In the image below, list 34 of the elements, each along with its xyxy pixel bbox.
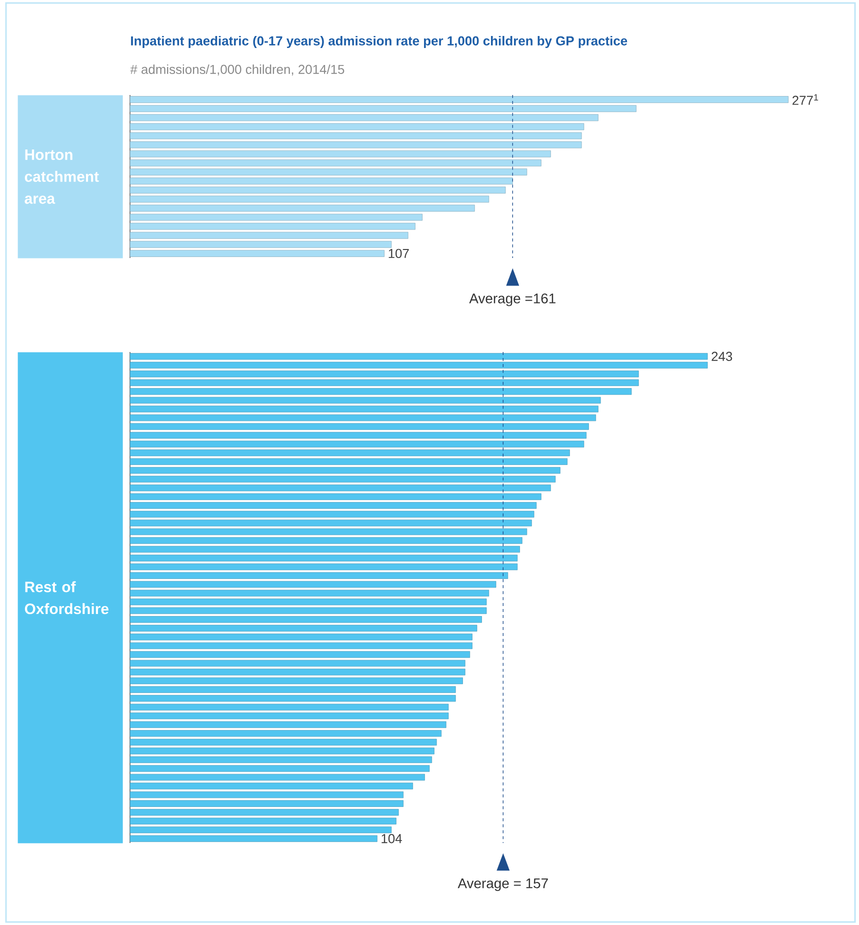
bar [130, 168, 528, 176]
bar [130, 96, 788, 103]
bar [130, 250, 384, 257]
bar [130, 160, 542, 166]
bar [130, 241, 392, 248]
ref-line-label: Average =161 [469, 294, 556, 306]
bar [130, 528, 528, 536]
y-axis-title: Horton catchment area [24, 150, 99, 204]
bar [130, 414, 596, 422]
bar [130, 114, 598, 122]
bar [130, 520, 532, 526]
bar [130, 232, 408, 239]
bar [130, 406, 598, 412]
bar [130, 178, 513, 184]
data-label: 277$^{1}$ [792, 94, 818, 105]
bar [130, 651, 470, 658]
bar [130, 765, 430, 772]
bar [130, 668, 466, 676]
bar [130, 150, 551, 158]
bar [130, 186, 506, 194]
bar [130, 537, 522, 544]
data-label: 107 [388, 248, 409, 258]
bar [130, 774, 425, 781]
ref-line-label: Average = 157 [458, 878, 548, 892]
y-axis-title: Rest of Oxfordshire [24, 581, 108, 614]
bar [130, 105, 636, 112]
chart-title: Inpatient paediatric (0-17 years) admission rate per 1,000 children by GP practice [131, 36, 628, 48]
bar [130, 660, 466, 667]
bar [130, 423, 589, 430]
bar [130, 782, 413, 790]
chart-subtitle: # admissions/1,000 children, 2014/15 [130, 64, 344, 76]
data-label: 104 [382, 834, 402, 844]
data-label: 243 [712, 352, 732, 361]
bar [130, 196, 490, 203]
